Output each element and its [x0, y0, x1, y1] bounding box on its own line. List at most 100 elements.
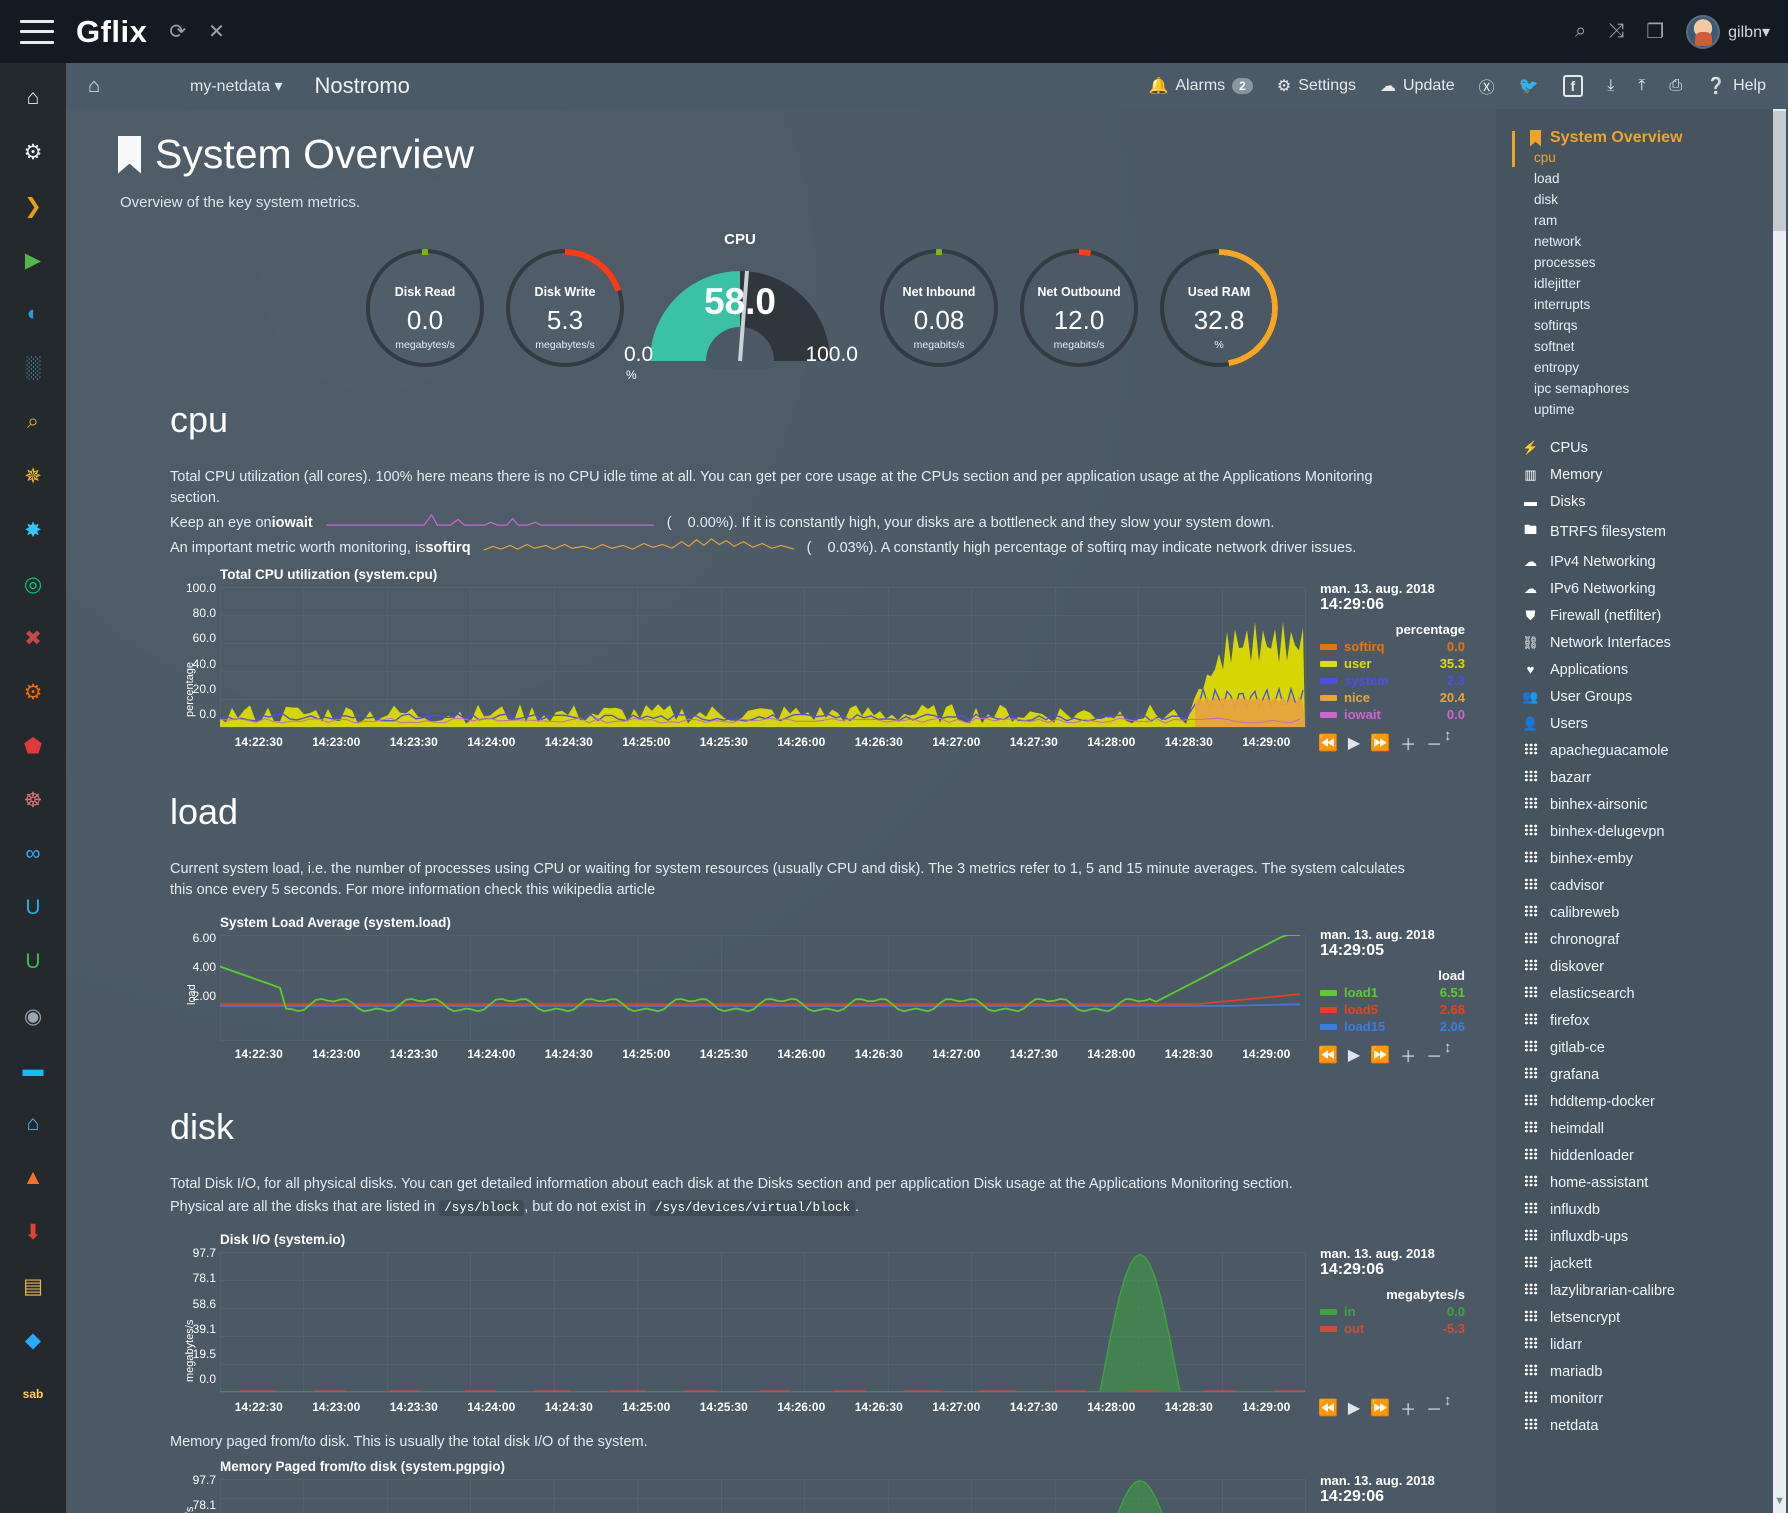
sidebar-container-diskover[interactable]: diskover	[1496, 953, 1788, 980]
chart-back-button[interactable]: ⏪	[1318, 1047, 1338, 1065]
chart-forward-button[interactable]: ⏩	[1370, 1400, 1391, 1418]
scroll-down-arrow-icon[interactable]: ▼	[1774, 1495, 1785, 1507]
sidebar-container-binhex-airsonic[interactable]: binhex-airsonic	[1496, 791, 1788, 818]
sidebar-anchor-load[interactable]: load	[1534, 171, 1560, 186]
plex-icon[interactable]: ❯	[24, 194, 42, 218]
sidebar-section-disks[interactable]: ▬ Disks	[1496, 488, 1788, 515]
bazarr-icon[interactable]: ✖	[24, 626, 42, 650]
sidebar-section-user-groups[interactable]: 👥 User Groups	[1496, 683, 1788, 710]
sidebar-container-influxdb[interactable]: influxdb	[1496, 1196, 1788, 1223]
reload-icon[interactable]: ⟳	[169, 21, 187, 43]
mariadb-icon[interactable]: ◉	[23, 1004, 43, 1028]
lazylibrarian-icon[interactable]: ▤	[23, 1274, 43, 1298]
sidebar-anchor-entropy[interactable]: entropy	[1534, 360, 1580, 375]
sonarr-icon[interactable]: ✸	[24, 518, 42, 542]
user-name[interactable]: gilbn▾	[1728, 22, 1770, 42]
import-icon[interactable]: ⤓	[1607, 77, 1615, 94]
close-icon[interactable]: ✕	[208, 21, 225, 43]
chart-zoom-out-button[interactable]: －	[1426, 737, 1443, 755]
shuffle-icon[interactable]: ⤨	[1608, 20, 1625, 42]
deluge-icon[interactable]: ☸	[23, 788, 43, 812]
github-icon[interactable]: Ⓧ	[1478, 80, 1495, 97]
chart-zoom-in-button[interactable]: ＋	[1400, 737, 1417, 755]
sidebar-anchor-ram[interactable]: ram	[1534, 213, 1558, 228]
facebook-icon[interactable]: f	[1562, 75, 1584, 97]
sidebar-container-mariadb[interactable]: mariadb	[1496, 1358, 1788, 1385]
load-chart-resize-handle[interactable]: ↕	[1444, 1039, 1452, 1057]
help-button[interactable]: ❔ Help	[1706, 76, 1766, 96]
settings-button[interactable]: ⚙ Settings	[1277, 76, 1356, 96]
twitter-icon[interactable]: 🐦	[1518, 78, 1539, 95]
grafana-icon[interactable]: ⚙	[23, 680, 43, 704]
disk-io-chart-resize-handle[interactable]: ↕	[1444, 1392, 1452, 1410]
sidebar-container-monitorr[interactable]: monitorr	[1496, 1385, 1788, 1412]
right-sidebar[interactable]: System Overview cpu load disk ram network pro…	[1496, 109, 1788, 1513]
chart-back-button[interactable]: ⏪	[1318, 1400, 1338, 1418]
pgpgio-chart-container[interactable]: Memory Paged from/to disk (system.pgpgio…	[170, 1459, 1466, 1513]
sidebar-container-binhex-delugevpn[interactable]: binhex-delugevpn	[1496, 818, 1788, 845]
chart-zoom-out-button[interactable]: －	[1426, 1049, 1443, 1067]
chart-zoom-in-button[interactable]: ＋	[1400, 1049, 1417, 1067]
sidebar-container-calibreweb[interactable]: calibreweb	[1496, 899, 1788, 926]
sidebar-container-home-assistant[interactable]: home-assistant	[1496, 1169, 1788, 1196]
nzb-icon[interactable]: ∞	[25, 842, 41, 865]
home-icon[interactable]: ⌂	[87, 74, 101, 97]
influxdb-icon[interactable]: ◆	[24, 1328, 42, 1352]
avatar[interactable]	[1686, 14, 1721, 49]
portainer-icon[interactable]: ▬	[22, 1058, 44, 1081]
sidebar-container-hiddenloader[interactable]: hiddenloader	[1496, 1142, 1788, 1169]
used-ram-gauge[interactable]: Used RAM 32.8 %	[1160, 249, 1278, 367]
unraid-icon[interactable]: U	[25, 896, 41, 919]
sidebar-section-users[interactable]: 👤 Users	[1496, 710, 1788, 737]
pgpgio-chart-plot[interactable]	[220, 1479, 1306, 1513]
home-assistant-icon[interactable]: ⌂	[26, 1112, 40, 1135]
chart-play-button[interactable]: ▶	[1347, 1047, 1361, 1065]
alarms-button[interactable]: 🔔 Alarms 2	[1148, 76, 1253, 96]
sidebar-container-letsencrypt[interactable]: letsencrypt	[1496, 1304, 1788, 1331]
sidebar-anchor-processes[interactable]: processes	[1534, 255, 1596, 270]
print-icon[interactable]: ⎙	[1669, 77, 1683, 94]
disk-io-chart-container[interactable]: Disk I/O (system.io) megabytes/s 97.7 78.…	[170, 1232, 1466, 1422]
disk-read-gauge[interactable]: Disk Read 0.0 megabytes/s	[366, 249, 484, 367]
home-icon[interactable]: ⌂	[26, 86, 40, 109]
update-button[interactable]: ☁ Update	[1380, 76, 1455, 96]
sidebar-container-influxdb-ups[interactable]: influxdb-ups	[1496, 1223, 1788, 1250]
sidebar-anchor-uptime[interactable]: uptime	[1534, 402, 1575, 417]
sidebar-container-grafana[interactable]: grafana	[1496, 1061, 1788, 1088]
sidebar-scrollbar-track[interactable]	[1773, 109, 1786, 1513]
sidebar-container-lidarr[interactable]: lidarr	[1496, 1331, 1788, 1358]
sidebar-container-apacheguacamole[interactable]: apacheguacamole	[1496, 737, 1788, 764]
sabnzbd-icon[interactable]: sab	[22, 1387, 44, 1401]
sidebar-anchor-idlejitter[interactable]: idlejitter	[1534, 276, 1581, 291]
sidebar-anchor-softirqs[interactable]: softirqs	[1534, 318, 1578, 333]
sidebar-section-cpus[interactable]: ⚡ CPUs	[1496, 434, 1788, 461]
tautulli-icon[interactable]: ░	[25, 356, 41, 379]
ombi-icon[interactable]: ◐	[26, 302, 40, 325]
sidebar-container-chronograf[interactable]: chronograf	[1496, 926, 1788, 953]
sidebar-container-heimdall[interactable]: heimdall	[1496, 1115, 1788, 1142]
sidebar-container-bazarr[interactable]: bazarr	[1496, 764, 1788, 791]
netdata-registry-dropdown[interactable]: my-netdata ▾	[190, 76, 283, 96]
load-chart-plot[interactable]	[220, 935, 1306, 1042]
disk-write-gauge[interactable]: Disk Write 5.3 megabytes/s	[506, 249, 624, 367]
sidebar-section-ipv4-networking[interactable]: ☁ IPv4 Networking	[1496, 548, 1788, 575]
sidebar-container-hddtemp-docker[interactable]: hddtemp-docker	[1496, 1088, 1788, 1115]
legend-row[interactable]: nice 20.4	[1320, 690, 1465, 705]
download-icon[interactable]: ⬇	[24, 1220, 42, 1244]
sidebar-section-ipv6-networking[interactable]: ☁ IPv6 Networking	[1496, 575, 1788, 602]
legend-row[interactable]: iowait 0.0	[1320, 707, 1465, 722]
sidebar-anchor-softnet[interactable]: softnet	[1534, 339, 1575, 354]
sidebar-section-memory[interactable]: ▥ Memory	[1496, 461, 1788, 488]
sidebar-section-network-interfaces[interactable]: ⛓ Network Interfaces	[1496, 629, 1788, 656]
legend-row[interactable]: load1 6.51	[1320, 985, 1465, 1000]
sidebar-anchor-cpu[interactable]: cpu	[1534, 150, 1556, 165]
cpu-chart-container[interactable]: Total CPU utilization (system.cpu) perce…	[170, 567, 1466, 757]
sidebar-anchor-disk[interactable]: disk	[1534, 192, 1559, 207]
devices-icon[interactable]: ❐	[1646, 21, 1665, 43]
sidebar-container-cadvisor[interactable]: cadvisor	[1496, 872, 1788, 899]
cpu-chart-controls[interactable]: ⏪ ▶ ⏩ ＋ －	[1318, 731, 1442, 755]
legend-row[interactable]: out -5.3	[1320, 1321, 1465, 1336]
sidebar-anchor-network[interactable]: network	[1534, 234, 1582, 249]
menu-icon[interactable]	[20, 19, 54, 44]
radarr-icon[interactable]: ✵	[24, 464, 42, 488]
